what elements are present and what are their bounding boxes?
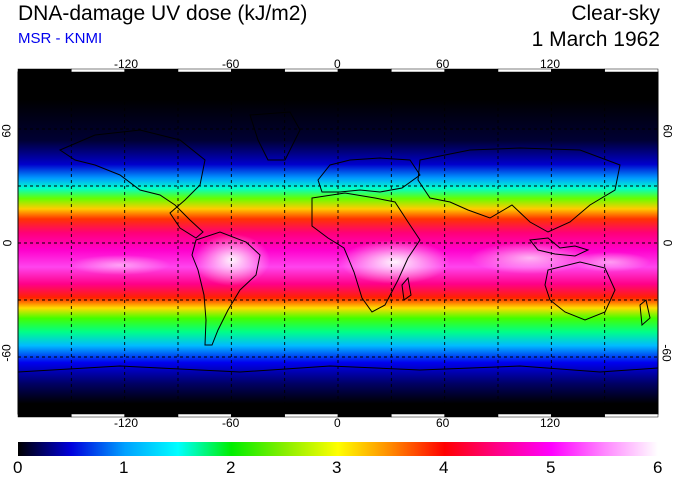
colorbar-label: 1: [119, 458, 129, 477]
frame-segment: [337, 68, 392, 73]
frame-segment: [604, 413, 659, 418]
lon-tick-bottom: 60: [436, 416, 450, 430]
lon-tick-bottom: 0: [334, 416, 341, 430]
north-america-coast: [58, 129, 206, 239]
sky-condition-label: Clear-sky: [571, 2, 660, 25]
frame-ticks: [17, 68, 659, 418]
colorbar-label: 0: [13, 458, 23, 477]
new-zealand-coast: [639, 299, 651, 327]
europe-coast: [317, 157, 421, 193]
lon-tick-bottom: 120: [540, 416, 561, 430]
frame-segment: [284, 68, 339, 73]
lon-tick-top: 60: [436, 57, 450, 71]
graticule: [18, 72, 658, 414]
date-label: 1 March 1962: [531, 28, 660, 51]
map-title: DNA-damage UV dose (kJ/m2): [18, 2, 308, 25]
indonesia-coast: [529, 237, 590, 257]
lon-tick-top: 120: [540, 57, 561, 71]
colorbar-label: 3: [332, 458, 342, 477]
greenland-coast: [249, 111, 301, 161]
asia-coast: [417, 147, 621, 233]
frame-segment: [337, 413, 392, 418]
lon-tick-top: 0: [334, 57, 341, 71]
lon-tick-top: -120: [114, 57, 139, 71]
lat-tick-right: -60: [659, 344, 674, 362]
source-label: MSR - KNMI: [18, 30, 103, 47]
frame-segment: [444, 413, 499, 418]
colorbar-label: 2: [226, 458, 236, 477]
lat-tick-right: 60: [660, 124, 675, 138]
south-america-coast: [191, 231, 261, 346]
lon-tick-bottom: -60: [222, 416, 240, 430]
frame-segment: [604, 68, 659, 73]
colorbar-label: 6: [653, 458, 663, 477]
australia-coast: [544, 261, 616, 321]
colorbar: [18, 442, 658, 456]
frame-segment: [444, 68, 499, 73]
frame-segment: [284, 413, 339, 418]
madagascar-coast: [401, 276, 412, 301]
colorbar-label: 4: [439, 458, 449, 477]
frame-segment: [17, 68, 72, 73]
antarctica-coast: [18, 365, 658, 373]
lat-tick-left: -60: [0, 344, 14, 362]
lat-tick-left: 0: [0, 239, 15, 247]
lat-tick-left: 60: [0, 124, 14, 138]
colorbar-label: 5: [546, 458, 556, 477]
lon-tick-bottom: -120: [114, 416, 139, 430]
frame-segment: [17, 413, 72, 418]
lon-tick-top: -60: [222, 57, 240, 71]
lat-tick-right: 0: [660, 239, 675, 247]
